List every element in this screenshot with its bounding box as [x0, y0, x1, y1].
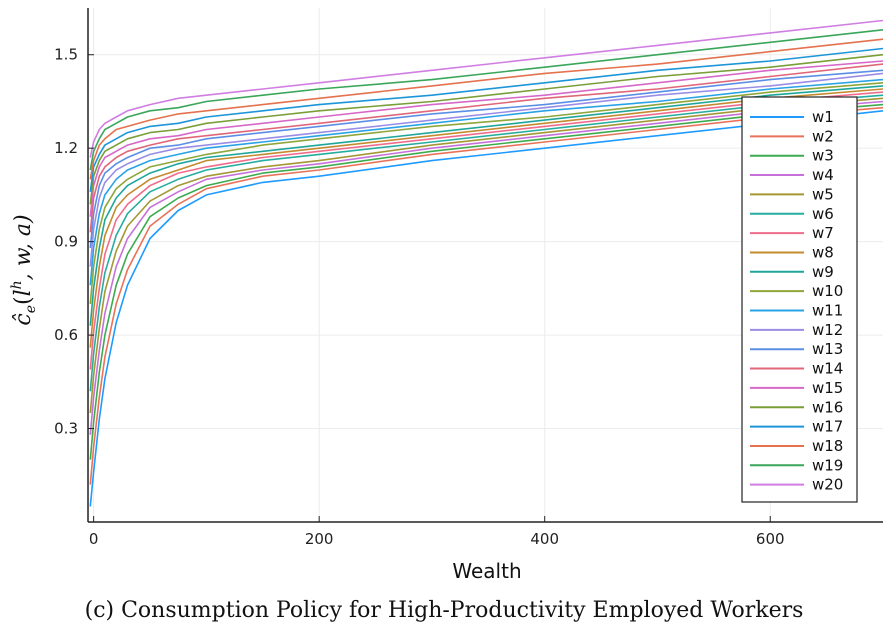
- svg-text:ĉe(lh, w, a): ĉe(lh, w, a): [9, 214, 39, 325]
- series-lines: [89, 19, 884, 507]
- legend-label: w9: [812, 263, 834, 281]
- series-line-w8: [89, 88, 884, 348]
- series-line-w13: [89, 69, 884, 248]
- series-line-w4: [89, 100, 884, 435]
- legend-label: w7: [812, 224, 834, 242]
- legend-label: w5: [812, 185, 834, 203]
- y-tick-label: 1.2: [54, 139, 78, 157]
- legend-label: w13: [812, 340, 843, 358]
- legend-label: w19: [812, 456, 843, 474]
- series-line-w3: [89, 103, 884, 460]
- series-line-w15: [89, 60, 884, 217]
- chart: 0 200 400 600 0.3 0.6 0.9 1.2 1.5 Wealth ĉe(lh, …: [9, 8, 884, 583]
- x-tick-label: 600: [756, 530, 785, 548]
- legend-label: w18: [812, 437, 843, 455]
- x-tick-label: 0: [89, 530, 99, 548]
- series-line-w2: [89, 106, 884, 485]
- series-line-w9: [89, 85, 884, 326]
- legend-label: w17: [812, 418, 843, 436]
- series-line-w5: [89, 97, 884, 414]
- y-tick-label: 1.5: [54, 46, 78, 64]
- series-line-w7: [89, 91, 884, 370]
- legend-box: [741, 96, 858, 503]
- legend-label: w8: [812, 243, 834, 261]
- series-line-w6: [89, 94, 884, 392]
- y-axis-title-open: (: [11, 296, 36, 305]
- legend-label: w6: [812, 205, 834, 223]
- legend-label: w11: [812, 302, 843, 320]
- ticks: 0 200 400 600 0.3 0.6 0.9 1.2 1.5: [54, 46, 784, 548]
- y-axis-title-sup: h: [9, 280, 25, 289]
- legend-label: w4: [812, 166, 834, 184]
- x-tick-label: 400: [530, 530, 559, 548]
- y-axis-title-sub: e: [23, 305, 39, 313]
- legend-label: w20: [812, 476, 843, 494]
- x-tick-label: 200: [305, 530, 334, 548]
- series-line-w17: [89, 47, 884, 192]
- series-line-w1: [89, 110, 884, 507]
- series-line-w19: [89, 29, 884, 171]
- y-axis-title-rest: , w, a): [11, 214, 36, 280]
- figure-caption: (c) Consumption Policy for High-Producti…: [84, 598, 804, 623]
- y-tick-label: 0.3: [54, 420, 78, 438]
- legend-label: w12: [812, 321, 843, 339]
- x-axis-title: Wealth: [452, 559, 521, 583]
- series-line-w12: [89, 72, 884, 267]
- y-tick-label: 0.6: [54, 326, 78, 344]
- series-line-w20: [89, 19, 884, 158]
- legend-label: w2: [812, 127, 834, 145]
- y-axis-title-c: ĉ: [11, 313, 36, 325]
- series-line-w11: [89, 78, 884, 286]
- series-line-w14: [89, 63, 884, 233]
- legend-label: w16: [812, 398, 843, 416]
- legend-label: w10: [812, 282, 843, 300]
- grid: [88, 8, 883, 522]
- legend-label: w15: [812, 379, 843, 397]
- series-line-w18: [89, 38, 884, 180]
- series-line-w16: [89, 53, 884, 205]
- y-axis-title-l: l: [11, 289, 36, 296]
- series-line-w10: [89, 82, 884, 304]
- legend-label: w1: [812, 108, 834, 126]
- y-tick-label: 0.9: [54, 233, 78, 251]
- legend-label: w14: [812, 360, 843, 378]
- legend-label: w3: [812, 147, 834, 165]
- y-axis-title: ĉe(lh, w, a): [9, 214, 39, 325]
